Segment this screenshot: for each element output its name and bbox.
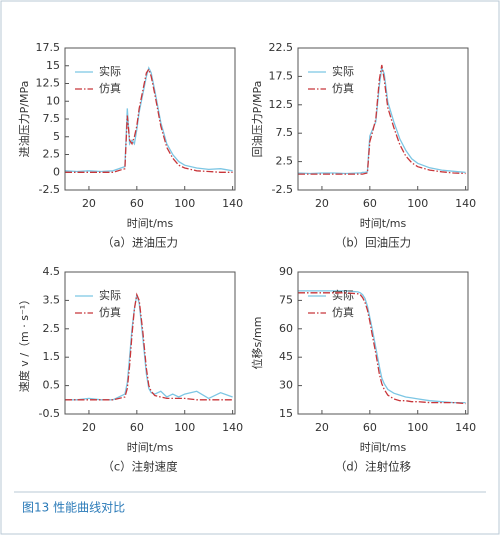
plot-frame	[297, 271, 469, 415]
y-tick-label: 12.5	[36, 77, 61, 90]
y-tick-label: 15	[46, 59, 60, 72]
figure-caption: 图13 性能曲线对比	[22, 501, 125, 515]
legend-label: 仿真	[332, 305, 354, 319]
x-axis-label: 时间t/ms	[360, 441, 407, 454]
y-tick-label: 90	[279, 265, 293, 278]
plot-frame	[64, 47, 236, 191]
legend-label: 仿真	[99, 305, 121, 319]
y-tick-label: -2.5	[272, 183, 293, 196]
y-tick-label: 7.5	[276, 126, 294, 139]
x-tick-label: 100	[174, 197, 195, 210]
plot-frame	[297, 47, 469, 191]
y-tick-label: 17.5	[269, 69, 294, 82]
x-axis-label: 时间t/ms	[127, 441, 174, 454]
legend-label: 仿真	[99, 81, 121, 95]
x-tick-label: 140	[222, 197, 243, 210]
y-tick-label: -0.5	[39, 407, 60, 420]
x-tick-label: 60	[130, 421, 144, 434]
y-axis-label: 位移s/mm	[250, 317, 264, 370]
y-tick-label: 10	[46, 94, 60, 107]
x-tick-label: 20	[82, 197, 96, 210]
x-axis-label: 时间t/ms	[127, 217, 174, 230]
y-tick-label: 15	[279, 407, 293, 420]
subplot-caption: （a）进油压力	[102, 236, 178, 250]
x-tick-label: 60	[363, 421, 377, 434]
x-tick-label: 100	[174, 421, 195, 434]
x-tick-label: 140	[222, 421, 243, 434]
y-tick-label: 0.5	[43, 379, 61, 392]
x-tick-label: 60	[363, 197, 377, 210]
y-tick-label: 2.5	[43, 322, 61, 335]
y-tick-label: 3.5	[43, 293, 61, 306]
y-axis-label: 速度 v /（m · s⁻¹）	[17, 294, 31, 392]
x-tick-label: 100	[407, 421, 428, 434]
series-line	[298, 64, 466, 175]
y-tick-label: 22.5	[269, 41, 294, 54]
y-tick-label: 45	[279, 350, 293, 363]
y-tick-label: 4.5	[43, 265, 61, 278]
y-tick-label: 75	[279, 293, 293, 306]
x-tick-label: 20	[315, 421, 329, 434]
subplot-caption: （d）注射位移	[335, 460, 412, 474]
x-axis-label: 时间t/ms	[360, 217, 407, 230]
series-line	[298, 290, 466, 404]
legend-label: 实际	[99, 288, 121, 302]
x-tick-label: 140	[455, 197, 476, 210]
x-tick-label: 20	[82, 421, 96, 434]
y-tick-label: -2.5	[39, 183, 60, 196]
legend-label: 实际	[99, 64, 121, 78]
y-tick-label: 7.5	[43, 112, 61, 125]
legend-label: 仿真	[332, 81, 354, 95]
x-tick-label: 20	[315, 197, 329, 210]
y-axis-label: 回油压力P/MPa	[250, 81, 264, 158]
legend-label: 实际	[332, 288, 354, 302]
series-line	[298, 292, 466, 405]
x-tick-label: 100	[407, 197, 428, 210]
y-tick-label: 5	[53, 130, 60, 143]
y-tick-label: 2.5	[276, 155, 294, 168]
subplot-caption: （b）回油压力	[335, 236, 411, 250]
series-line	[64, 66, 233, 173]
y-tick-label: 30	[279, 379, 293, 392]
y-axis-label: 进油压力P/MPa	[17, 81, 31, 158]
y-tick-label: 1.5	[43, 350, 61, 363]
x-tick-label: 140	[455, 421, 476, 434]
y-tick-label: 12.5	[269, 98, 294, 111]
y-tick-label: 2.5	[43, 148, 61, 161]
legend-label: 实际	[332, 64, 354, 78]
plot-frame	[64, 271, 236, 415]
y-tick-label: 60	[279, 322, 293, 335]
series-line	[65, 67, 233, 173]
y-tick-label: 0	[53, 165, 60, 178]
subplot-caption: （c）注射速度	[102, 460, 178, 474]
y-tick-label: 17.5	[36, 41, 61, 54]
x-tick-label: 60	[130, 197, 144, 210]
